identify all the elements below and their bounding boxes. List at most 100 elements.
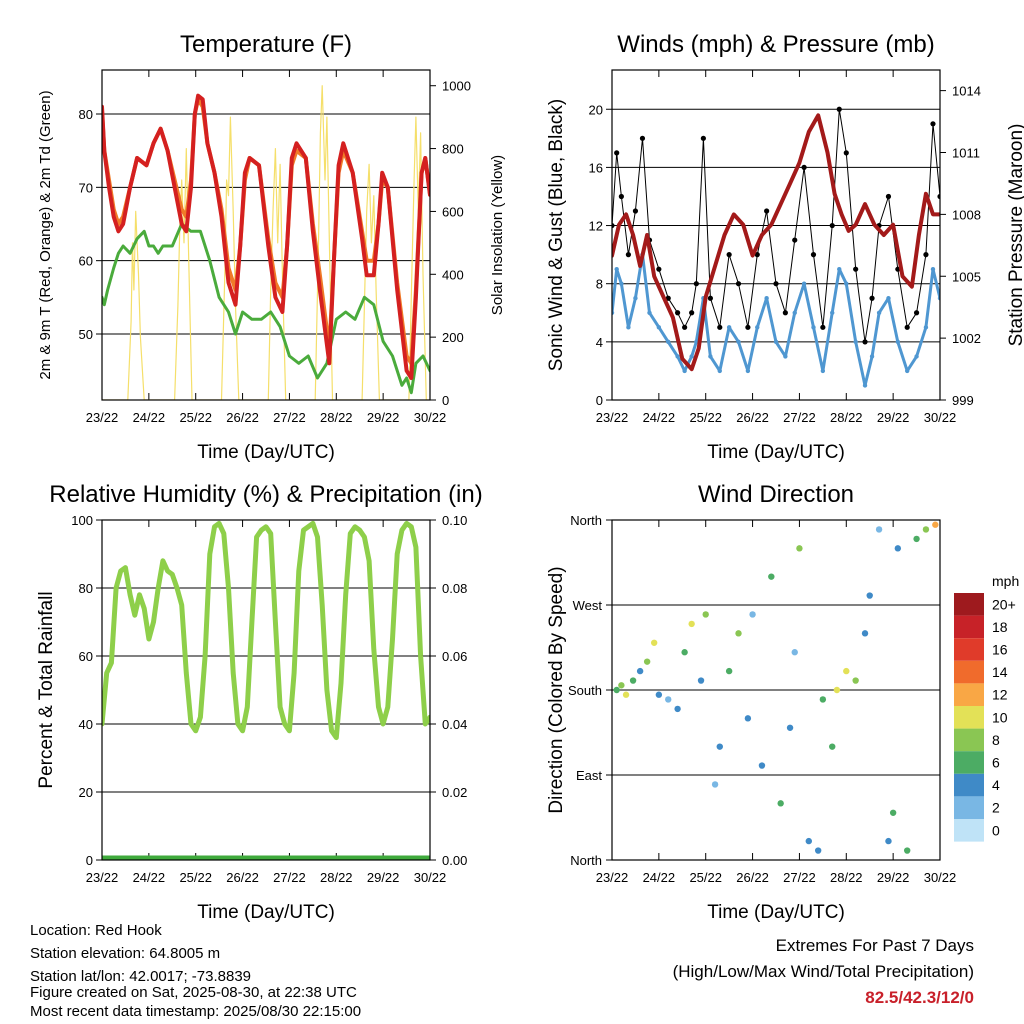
chart-title: Temperature (F) <box>180 31 352 58</box>
direction-point <box>725 667 733 675</box>
x-tick-label: 27/22 <box>273 870 306 885</box>
y2-tick-label: 1005 <box>952 269 981 284</box>
wind-direction-panel: Wind Direction Time (Day/UTC) Direction (C… <box>546 481 956 923</box>
x-tick-label: 29/22 <box>877 870 910 885</box>
chart-title: Relative Humidity (%) & Precipitation (i… <box>49 481 482 508</box>
y2-tick-label: 999 <box>952 393 974 408</box>
legend-swatch <box>954 683 984 706</box>
direction-point <box>833 686 841 694</box>
direction-point <box>768 573 775 580</box>
direction-point <box>688 620 695 628</box>
info-recent: Most recent data timestamp: 2025/08/30 2… <box>30 1003 362 1020</box>
x-tick-label: 28/22 <box>830 410 863 425</box>
direction-point <box>829 743 836 750</box>
direction-point <box>819 696 827 703</box>
plot-area <box>612 106 940 388</box>
x-tick-label: 25/22 <box>689 410 722 425</box>
legend-label: 0 <box>992 822 1000 838</box>
rh-line <box>102 520 430 741</box>
legend-label: 4 <box>992 777 1000 793</box>
y2-tick-label: 0.08 <box>442 581 467 596</box>
legend-label: 6 <box>992 755 1000 771</box>
direction-point <box>665 696 672 703</box>
temp2m-line <box>102 93 430 380</box>
direction-point <box>889 809 897 816</box>
legend-swatch <box>954 638 984 661</box>
direction-point <box>885 837 892 845</box>
direction-point <box>655 691 663 698</box>
y2-tick-label: 0.02 <box>442 785 467 800</box>
legend-label: 8 <box>992 732 1000 748</box>
y-tick-label: 100 <box>71 513 93 528</box>
y-axis-label: 2m & 9m T (Red, Orange) & 2m Td (Green) <box>37 90 54 379</box>
x-tick-label: 27/22 <box>783 870 816 885</box>
info-location: Location: Red Hook <box>30 922 162 939</box>
y2-tick-label: 1014 <box>952 84 981 99</box>
direction-point <box>711 781 719 788</box>
solar-line <box>102 85 430 400</box>
x-axis-label: Time (Day/UTC) <box>707 902 845 923</box>
legend-swatch <box>954 773 984 797</box>
plot-frame <box>611 69 941 401</box>
direction-point <box>749 611 756 618</box>
winds-pressure-panel: Winds (mph) & Pressure (mb) Time (Day/UTC… <box>546 31 1024 463</box>
x-tick-label: 25/22 <box>689 870 722 885</box>
direction-point <box>674 705 681 713</box>
y-tick-label: 12 <box>589 219 603 234</box>
x-tick-label: 23/22 <box>596 870 629 885</box>
y-tick-label: 8 <box>596 277 603 292</box>
direction-point <box>786 724 794 731</box>
x-tick-label: 23/22 <box>86 870 119 885</box>
direction-point <box>681 649 688 656</box>
y-tick-label: 0 <box>86 853 93 868</box>
y-tick-label: 16 <box>589 160 603 175</box>
info-latlon: Station lat/lon: 42.0017; -73.8839 <box>30 968 252 985</box>
direction-point <box>744 715 752 722</box>
gust-line <box>612 108 940 343</box>
x-tick-label: 25/22 <box>179 410 212 425</box>
x-tick-label: 26/22 <box>226 870 259 885</box>
direction-point <box>629 677 637 684</box>
legend-label: 14 <box>992 664 1008 680</box>
x-tick-label: 24/22 <box>133 410 166 425</box>
y2-axis-label: Solar Insolation (Yellow) <box>489 155 506 315</box>
direction-point <box>932 521 939 528</box>
direction-point <box>758 762 766 769</box>
y-tick-label: South <box>568 683 602 698</box>
y2-tick-label: 0.00 <box>442 853 467 868</box>
y-tick-label: 80 <box>79 107 93 122</box>
y2-tick-label: 400 <box>442 267 464 282</box>
info-created: Figure created on Sat, 2025-08-30, at 22… <box>30 984 357 1001</box>
direction-point <box>697 677 705 684</box>
legend-swatch <box>954 728 984 752</box>
x-tick-label: 29/22 <box>877 410 910 425</box>
direction-point <box>875 526 883 533</box>
direction-point <box>735 630 742 637</box>
gust-point <box>937 193 940 200</box>
y2-tick-label: 1008 <box>952 207 981 222</box>
x-tick-label: 26/22 <box>226 410 259 425</box>
direction-point <box>643 658 651 665</box>
plot-area <box>613 521 939 854</box>
y-tick-label: 60 <box>79 649 93 664</box>
y2-axis-label: Station Pressure (Maroon) <box>1006 124 1024 347</box>
y2-tick-label: 200 <box>442 330 464 345</box>
direction-point <box>913 535 920 543</box>
y-tick-label: 20 <box>589 102 603 117</box>
y-axis-label: Direction (Colored By Speed) <box>546 566 567 813</box>
direction-point <box>618 682 625 689</box>
legend-label: 16 <box>992 642 1008 658</box>
legend-label: 2 <box>992 800 1000 816</box>
direction-point <box>650 639 658 646</box>
direction-point <box>796 545 803 552</box>
direction-point <box>716 743 723 750</box>
x-tick-label: 25/22 <box>179 870 212 885</box>
pressure-line <box>612 113 940 372</box>
humidity-precip-panel: Relative Humidity (%) & Precipitation (i… <box>36 481 483 923</box>
x-tick-label: 30/22 <box>414 410 447 425</box>
direction-point <box>622 691 630 698</box>
y2-tick-label: 0.04 <box>442 717 467 732</box>
direction-point <box>613 686 620 694</box>
y-tick-label: 40 <box>79 717 93 732</box>
legend-swatch <box>954 751 984 774</box>
